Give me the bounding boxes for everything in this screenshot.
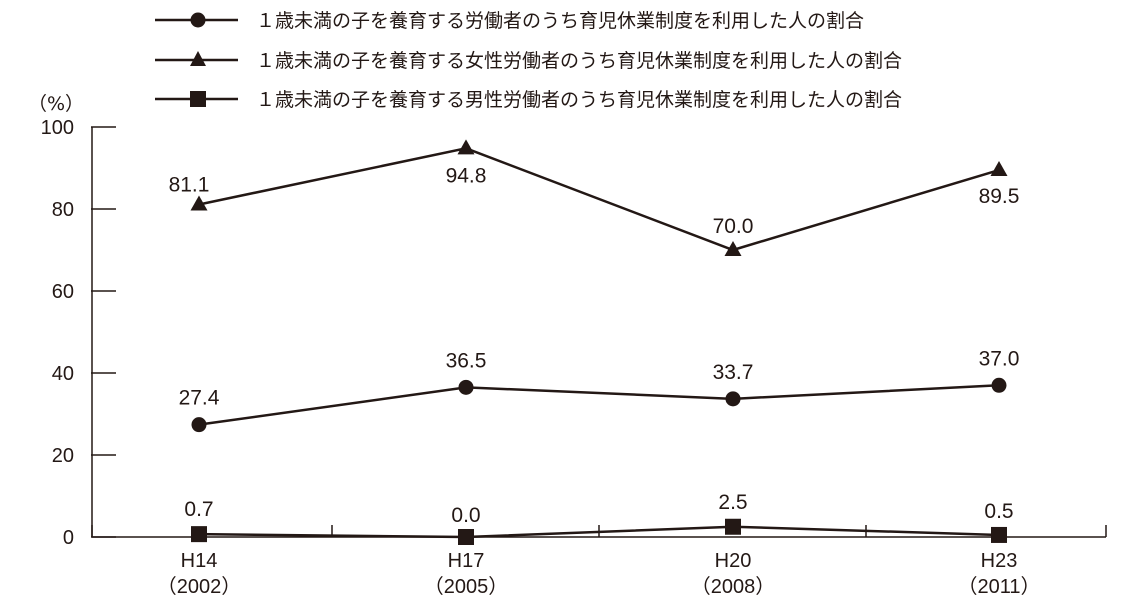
data-label: 2.5 [718,491,747,514]
series-line [198,384,1000,426]
data-label: 0.7 [184,498,213,521]
legend-entry-female-workers: １歳未満の子を養育する女性労働者のうち育児休業制度を利用した人の割合 [155,50,902,72]
y-axis-unit-label: （%） [28,93,84,115]
x-category-label: H17 [448,550,485,572]
data-point-triangle [990,161,1008,177]
y-tick-label: 80 [52,199,74,221]
y-tick-label: 20 [52,445,74,467]
x-category-label: H20 [715,550,752,572]
legend-entry-all-workers: １歳未満の子を養育する労働者のうち育児休業制度を利用した人の割合 [155,10,864,32]
x-category-year-label: （2011） [957,575,1040,598]
data-label: 37.0 [979,347,1020,370]
legend: １歳未満の子を養育する労働者のうち育児休業制度を利用した人の割合 １歳未満の子を… [155,10,902,111]
legend-label-female-workers: １歳未満の子を養育する女性労働者のうち育児休業制度を利用した人の割合 [256,50,902,72]
series-layer: 27.4 36.5 33.7 37.0 81.1 94.8 70.0 89.5 0.7 0.0 2.… [169,139,1020,545]
data-label: 27.4 [179,387,220,410]
data-point-triangle [190,195,208,211]
y-tick-label: 0 [63,527,74,549]
data-point-circle [991,377,1007,393]
legend-square-marker [190,91,206,107]
legend-circle-marker [190,12,206,28]
series-line [198,525,1000,539]
y-tick-label: 100 [41,117,74,139]
data-point-circle [191,417,207,433]
series-line [198,147,1000,252]
legend-label-all-workers: １歳未満の子を養育する労働者のうち育児休業制度を利用した人の割合 [256,10,864,32]
data-label: 33.7 [713,361,754,384]
data-label: 0.0 [451,504,480,527]
data-label: 89.5 [979,185,1020,208]
x-ticks: H14 （2002） H17 （2005） H20 （2008） H23 （2011） [91,525,1107,598]
data-label: 81.1 [169,173,210,196]
x-category-label: H14 [181,550,218,572]
data-point-circle [458,379,474,395]
legend-entry-male-workers: １歳未満の子を養育する男性労働者のうち育児休業制度を利用した人の割合 [155,89,902,111]
x-category-year-label: （2008） [691,575,776,598]
axes: 0 20 40 60 80 100 H14 （2002） H17 （2005） H20 （2008）… [41,117,1107,598]
legend-triangle-marker [190,51,206,66]
legend-label-male-workers: １歳未満の子を養育する男性労働者のうち育児休業制度を利用した人の割合 [256,89,902,111]
data-point-square [191,526,207,543]
y-tick-label: 60 [52,281,74,303]
data-point-square [458,529,474,545]
data-label: 36.5 [446,349,487,372]
data-label: 0.5 [984,500,1013,523]
y-tick-label: 40 [52,363,74,385]
x-category-year-label: （2005） [424,575,509,598]
x-category-year-label: （2002） [157,575,242,598]
data-point-triangle [724,241,742,256]
data-point-circle [725,391,741,407]
series-square: 0.7 0.0 2.5 0.5 [184,491,1014,545]
data-point-triangle [457,139,475,155]
x-category-label: H23 [981,550,1018,572]
y-ticks: 0 20 40 60 80 100 [41,117,116,549]
data-label: 70.0 [713,215,754,238]
data-label: 94.8 [446,164,487,187]
series-circle: 27.4 36.5 33.7 37.0 [179,347,1020,433]
series-triangle: 81.1 94.8 70.0 89.5 [169,139,1020,256]
data-point-square [725,518,741,535]
data-point-square [991,526,1007,543]
